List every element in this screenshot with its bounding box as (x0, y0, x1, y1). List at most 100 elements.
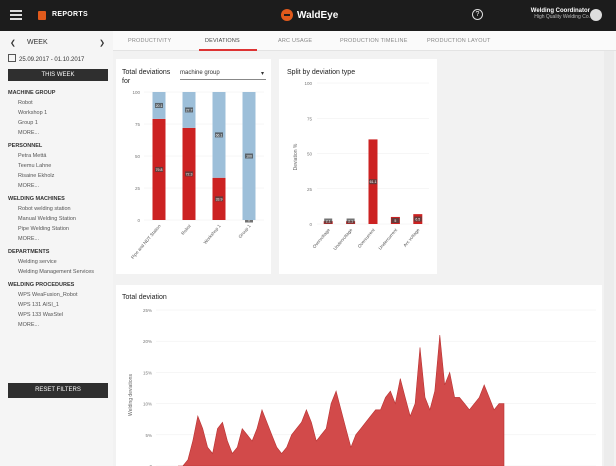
data-label: 33.9 (216, 197, 223, 201)
data-label: 20.1 (156, 104, 163, 108)
period-label[interactable]: WEEK (27, 39, 48, 46)
stacked-bar-chart: 0 25 50 75 100 79.8 20.1 Pipe and NDT Station 72… (130, 90, 264, 260)
data-label: 72.3 (186, 172, 193, 176)
y-tick-label: 25% (143, 308, 152, 313)
data-label: 5 (394, 219, 396, 223)
x-tick-label: Undercurrent (377, 227, 398, 251)
data-label: 61.1 (370, 180, 377, 184)
filter-section-title: MACHINE GROUP (8, 90, 56, 96)
filter-item[interactable]: Risaine Ekholz (18, 173, 55, 179)
question-circle-icon[interactable]: ? (472, 9, 483, 20)
x-tick-label: Workshop 1 (203, 223, 223, 245)
data-label: 100 (246, 155, 252, 159)
y-tick-label: 100 (132, 90, 140, 95)
filter-item[interactable]: Manual Welding Station (18, 216, 76, 222)
reset-filters-button[interactable]: RESET FILTERS (8, 383, 108, 398)
area-series (178, 334, 505, 466)
tab-production-timeline[interactable]: PRODUCTION TIMELINE (340, 38, 408, 44)
data-label-bg (346, 218, 355, 224)
group-by-value: machine group (180, 70, 220, 76)
total-deviation-card: Total deviation Welding deviations 0 5% 10… (116, 285, 602, 466)
chevron-down-icon: ▾ (260, 71, 264, 77)
y-tick-label: 75 (307, 116, 313, 121)
filter-more-link[interactable]: MORE... (18, 322, 40, 328)
tab-deviations[interactable]: DEVIATIONS (205, 38, 240, 44)
user-name: Welding Coordinator (530, 8, 590, 14)
filter-item[interactable]: Welding Management Services (18, 269, 95, 275)
filter-item[interactable]: WPS WeaFusion_Robot (18, 292, 78, 298)
filter-list: MACHINE GROUP Robot Workshop 1 Group 1 MORE.… (8, 85, 108, 330)
total-deviations-title: Total deviations for (122, 69, 171, 85)
filter-item[interactable]: Workshop 1 (18, 110, 48, 116)
data-label-bg (369, 179, 377, 185)
tab-productivity[interactable]: PRODUCTIVITY (128, 38, 172, 44)
tab-arc-usage[interactable]: ARC USAGE (278, 38, 313, 44)
y-tick-label: 15% (143, 370, 152, 375)
total-ylabel: Welding deviations (128, 374, 134, 416)
data-label-bg (185, 171, 193, 177)
data-label-bg (215, 132, 223, 138)
data-label: 66.1 (216, 133, 223, 137)
y-tick-label: 5% (145, 433, 152, 438)
x-tick-label: Arc voltage (402, 227, 421, 248)
data-label-bg (215, 196, 223, 202)
x-tick-label: Undervoltage (332, 227, 353, 251)
filter-item[interactable]: WPS 131 AISI_1 (18, 302, 59, 308)
filter-section-title: PERSONNEL (8, 143, 43, 149)
split-by-type-card: Split by deviation type Deviation % 0 25 5… (279, 59, 437, 274)
data-label-bg (413, 216, 422, 222)
group-by-dropdown[interactable]: machine group ▾ (180, 70, 266, 80)
y-tick-label: 0 (137, 218, 140, 223)
data-label: 2.1 (326, 220, 331, 224)
filter-item[interactable]: Robot (18, 100, 33, 106)
page-scrollbar[interactable] (604, 51, 614, 466)
total-deviation-title: Total deviation (122, 294, 167, 301)
date-range-text: 25.09.2017 - 01.10.2017 (19, 57, 85, 63)
filter-section-title: DEPARTMENTS (8, 249, 50, 255)
report-tabs: PRODUCTIVITY DEVIATIONS ARC USAGE PRODUC… (113, 31, 616, 51)
x-tick-label: Overvoltage (312, 227, 332, 249)
user-info[interactable]: Welding Coordinator High Quality Welding… (531, 8, 590, 20)
date-range[interactable]: 25.09.2017 - 01.10.2017 (8, 54, 84, 63)
y-tick-label: 25 (307, 187, 313, 192)
filter-more-link[interactable]: MORE... (18, 183, 40, 189)
y-tick-label: 75 (135, 122, 141, 127)
total-deviations-card: Total deviations for machine group ▾ 0 25… (116, 59, 271, 274)
logo-icon (281, 9, 293, 21)
filter-item[interactable]: Welding service (18, 259, 57, 265)
y-tick-label: 20% (143, 339, 152, 344)
y-tick-label: 10% (143, 402, 152, 407)
data-label: 79.8 (156, 168, 163, 172)
filter-more-link[interactable]: MORE... (18, 130, 40, 136)
hamburger-icon[interactable] (10, 10, 22, 20)
period-selector: ❮ WEEK ❯ (10, 39, 105, 49)
section-label: REPORTS (52, 11, 88, 18)
y-tick-label: 0 (309, 222, 312, 227)
data-label-bg (324, 218, 333, 224)
tab-production-layout[interactable]: PRODUCTION LAYOUT (427, 38, 491, 44)
x-tick-label: Overcurrent (357, 227, 377, 249)
data-label-bg (155, 102, 163, 108)
split-title: Split by deviation type (287, 69, 356, 76)
chevron-right-icon[interactable]: ❯ (99, 40, 105, 47)
data-label-bg (391, 217, 400, 223)
x-tick-label: Pipe and NDT Station (130, 223, 162, 260)
data-label-bg (245, 153, 253, 159)
data-label: 6.5 (415, 218, 420, 222)
filter-more-link[interactable]: MORE... (18, 236, 40, 242)
filter-item[interactable]: Petra Mettä (18, 153, 47, 159)
x-tick-label: Robot (180, 223, 192, 236)
avatar[interactable] (590, 9, 602, 21)
filter-item[interactable]: Robot welding station (18, 206, 71, 212)
y-tick-label: 0 (149, 464, 152, 466)
chevron-left-icon[interactable]: ❮ (10, 40, 16, 47)
filter-item[interactable]: WPS 133 WaxStel (18, 312, 64, 318)
y-tick-label: 100 (304, 81, 312, 86)
filter-item[interactable]: Teemu Lahne (18, 163, 52, 169)
app-logo: WaldEye (281, 7, 338, 23)
filter-item[interactable]: Group 1 (18, 120, 38, 126)
total-deviation-area-chart: Welding deviations 0 5% 10% 15% 20% 25% (128, 308, 596, 466)
filter-item[interactable]: Pipe Welding Station (18, 226, 69, 232)
this-week-button[interactable]: THIS WEEK (8, 69, 108, 81)
reports-icon (38, 11, 46, 20)
